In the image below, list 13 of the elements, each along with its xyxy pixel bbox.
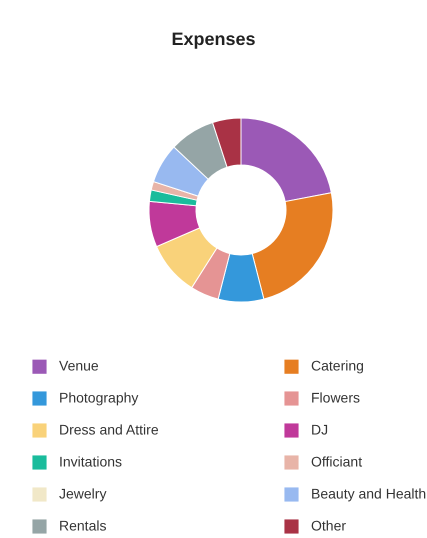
legend-label: Photography <box>59 390 138 406</box>
legend-label: Jewelry <box>59 486 106 502</box>
legend-label: Beauty and Health <box>311 486 426 502</box>
chart-title: Expenses <box>171 29 256 49</box>
legend-label: DJ <box>311 422 328 438</box>
legend-label: Catering <box>311 358 364 374</box>
legend-label: Other <box>311 518 346 534</box>
legend-label: Officiant <box>311 454 362 470</box>
legend-label: Rentals <box>59 518 106 534</box>
legend-label: Dress and Attire <box>59 422 159 438</box>
legend-label: Invitations <box>59 454 122 470</box>
legend-label: Venue <box>59 358 99 374</box>
legend-label: Flowers <box>311 390 360 406</box>
